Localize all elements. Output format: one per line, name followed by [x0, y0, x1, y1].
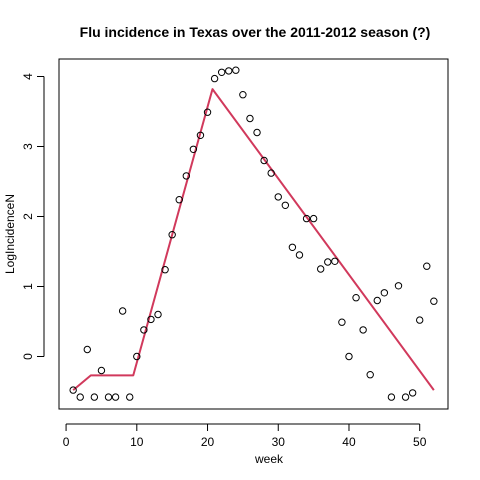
x-tick-label: 50	[413, 435, 427, 449]
y-tick-label: 4	[21, 73, 35, 80]
data-point	[408, 389, 417, 397]
fit-line	[72, 88, 435, 391]
data-point	[133, 352, 141, 361]
data-point	[118, 307, 127, 315]
points-layer	[69, 66, 438, 401]
data-point	[253, 128, 261, 137]
data-point	[416, 316, 424, 324]
fit-line-layer	[72, 88, 435, 391]
data-point	[316, 265, 325, 273]
plot-frame	[58, 58, 449, 410]
data-point	[76, 393, 84, 401]
data-point	[295, 251, 304, 259]
y-tick-label: 0	[21, 353, 35, 360]
data-point	[394, 282, 403, 290]
data-point	[217, 68, 226, 77]
data-point	[309, 214, 318, 223]
data-point	[260, 156, 268, 165]
data-point	[359, 326, 367, 334]
data-point	[239, 91, 247, 99]
data-point	[168, 231, 176, 239]
data-point	[210, 74, 219, 83]
data-point	[430, 297, 438, 305]
data-point	[338, 318, 346, 326]
data-point	[126, 393, 134, 401]
data-point	[104, 393, 113, 401]
data-point	[387, 393, 396, 401]
data-point	[140, 326, 148, 334]
data-point	[97, 366, 106, 375]
y-axis: 0 1 2 3 4	[21, 73, 45, 360]
data-point	[423, 262, 431, 270]
data-point	[189, 145, 198, 154]
x-tick-label: 0	[63, 435, 70, 449]
data-point	[182, 172, 191, 180]
y-tick-label: 2	[21, 213, 35, 220]
data-point	[345, 352, 353, 361]
data-point	[302, 214, 311, 223]
data-point	[324, 258, 332, 266]
data-point	[90, 393, 99, 401]
x-axis-label: week	[254, 452, 284, 466]
data-point	[366, 371, 374, 379]
y-tick-label: 3	[21, 143, 35, 150]
x-axis: 0 10 20 30 40 50	[63, 423, 427, 449]
chart-title: Flu incidence in Texas over the 2011-201…	[80, 24, 431, 40]
data-point	[380, 289, 389, 297]
y-tick-label: 1	[21, 283, 35, 290]
x-tick-label: 30	[272, 435, 286, 449]
x-tick-label: 20	[201, 435, 215, 449]
data-point	[225, 67, 233, 75]
data-point	[274, 193, 282, 201]
data-point	[373, 296, 381, 305]
x-tick-label: 40	[342, 435, 356, 449]
data-point	[331, 257, 339, 265]
data-point	[83, 345, 91, 354]
data-point	[175, 196, 183, 204]
data-point	[401, 393, 410, 401]
data-point	[246, 114, 254, 123]
data-point	[69, 386, 77, 394]
data-point	[111, 393, 120, 401]
data-point	[232, 66, 240, 74]
data-point	[267, 169, 275, 177]
x-tick-label: 10	[130, 435, 144, 449]
data-point	[161, 266, 169, 274]
data-point	[288, 243, 297, 252]
data-point	[281, 201, 290, 210]
data-point	[203, 108, 212, 116]
data-point	[147, 315, 155, 324]
data-point	[196, 131, 205, 140]
data-point	[154, 310, 162, 319]
y-axis-label: LogIncidenceN	[3, 194, 17, 274]
data-point	[352, 294, 360, 302]
